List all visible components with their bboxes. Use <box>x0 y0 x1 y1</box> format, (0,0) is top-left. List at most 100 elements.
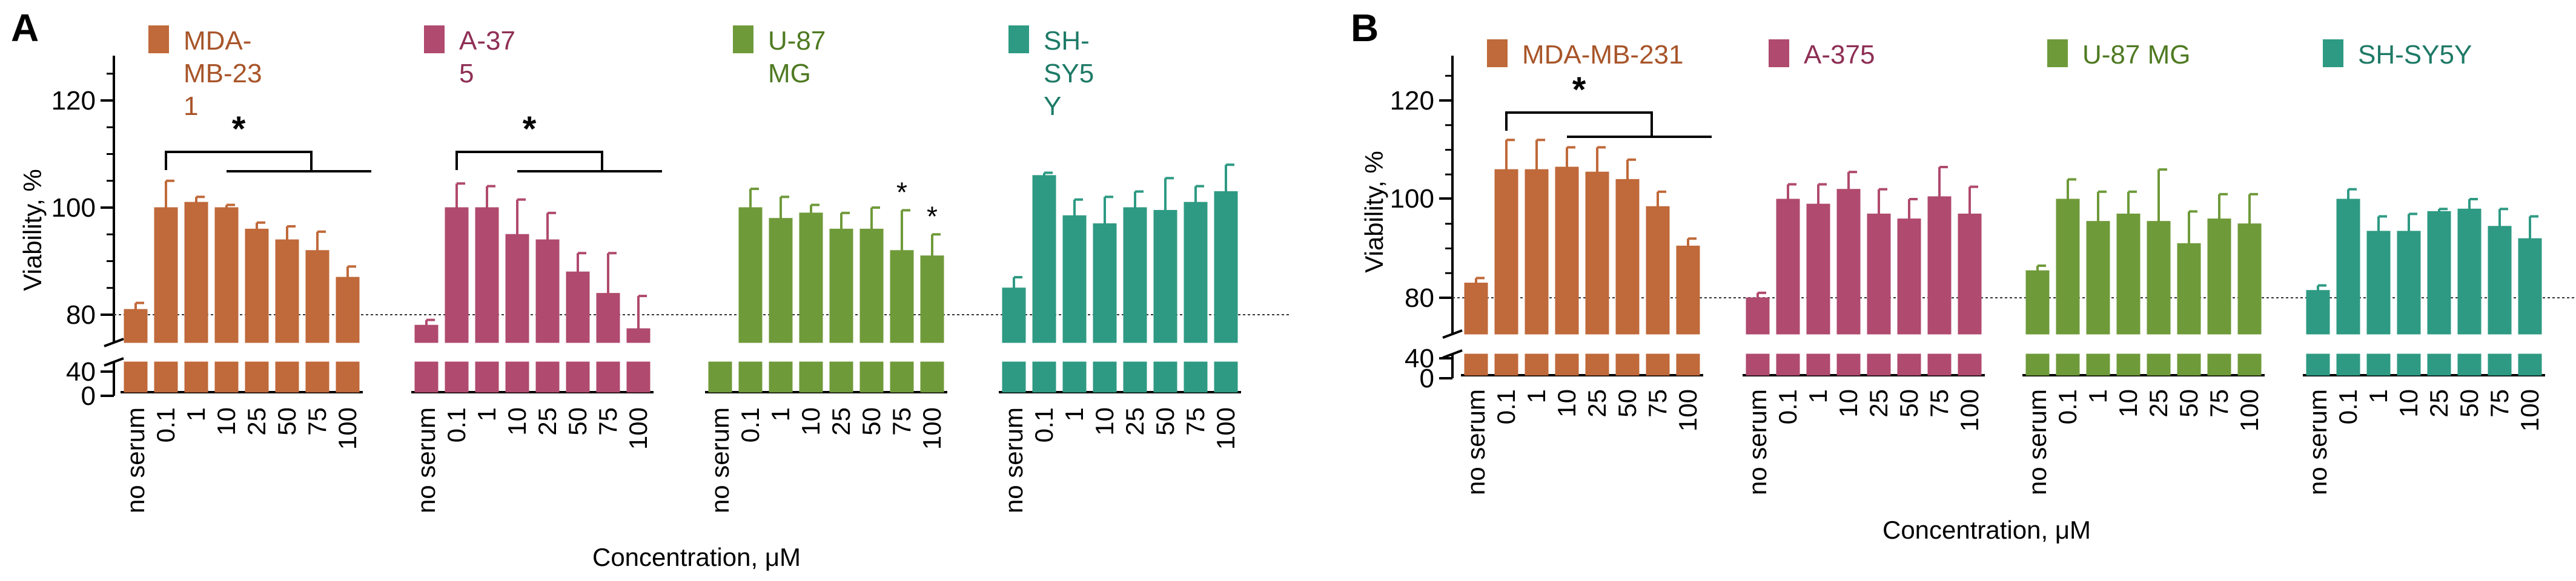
bar <box>1806 203 1830 335</box>
legend-label: A-375 <box>1804 40 1875 70</box>
x-tick-label: 25 <box>827 407 855 436</box>
legend-swatch <box>424 25 445 53</box>
bar-lower-segment <box>1676 353 1700 376</box>
bar <box>184 202 208 343</box>
bar <box>2397 231 2421 335</box>
y-axis-label: Viability, % <box>1360 151 1388 273</box>
bar-lower-segment <box>2336 353 2360 376</box>
bar <box>1746 297 1770 335</box>
bar <box>1153 209 1177 343</box>
bar <box>445 207 469 343</box>
bar <box>596 293 620 343</box>
x-tick-label: 100 <box>918 407 946 450</box>
x-tick-label: 25 <box>1121 407 1149 436</box>
y-axis-label: Viability, % <box>18 169 47 291</box>
bar <box>1032 175 1056 343</box>
bar-lower-segment <box>2116 353 2141 376</box>
x-tick-label: 50 <box>1151 407 1179 436</box>
bar <box>2207 218 2231 335</box>
x-tick-label: 50 <box>273 407 301 436</box>
bar <box>1897 218 1921 335</box>
bar-lower-segment <box>124 361 148 393</box>
x-tick-label: 75 <box>2205 389 2233 418</box>
legend-label: MDA- <box>184 26 251 56</box>
bar-lower-segment <box>2366 353 2391 376</box>
series-a-375: no serum 0.1 1 10 25 50 75 100 A-37 5 <box>412 25 652 513</box>
bar-lower-segment <box>1776 353 1800 376</box>
x-tick-label: 50 <box>1895 389 1923 418</box>
bar <box>2336 199 2360 335</box>
bar-lower-segment <box>2177 353 2201 376</box>
bar <box>275 239 299 343</box>
y-tick-label: 40 <box>1405 344 1434 373</box>
y-tick-label: 0 <box>1420 364 1434 393</box>
bar <box>1615 179 1640 335</box>
bar-lower-segment <box>1153 361 1177 393</box>
legend-label: 5 <box>459 59 474 88</box>
bar <box>154 207 178 343</box>
x-tick-label: 25 <box>1864 389 1893 418</box>
x-tick-label: 75 <box>1181 407 1210 436</box>
significance-star: * <box>927 200 938 232</box>
y-axis-break-mark <box>1442 349 1463 359</box>
series-u-87-mg: no serum 0.1 1 10 25 50 75 100 U-87 MG <box>706 25 946 513</box>
legend-swatch <box>2323 39 2343 67</box>
x-tick-label: 0.1 <box>442 407 471 442</box>
bar <box>2116 213 2141 335</box>
legend-label: A-37 <box>459 26 515 56</box>
bar-lower-segment <box>1062 361 1087 393</box>
legend-label: U-87 MG <box>2082 40 2190 70</box>
bar-lower-segment <box>184 361 208 393</box>
bar <box>535 239 560 343</box>
y-tick-label: 80 <box>1405 283 1434 313</box>
bar <box>2237 223 2262 335</box>
bar-lower-segment <box>799 361 823 393</box>
bar-lower-segment <box>1032 361 1056 393</box>
x-tick-label: 100 <box>1674 389 1702 432</box>
bar-lower-segment <box>1002 361 1026 393</box>
legend-label: SH- <box>1044 26 1090 56</box>
bar-lower-segment <box>535 361 560 393</box>
legend-label: MB-23 <box>184 59 262 88</box>
x-tick-label: 0.1 <box>1492 389 1520 424</box>
bar-lower-segment <box>275 361 299 393</box>
y-tick-label: 120 <box>51 86 96 116</box>
bar <box>890 250 914 343</box>
bar-lower-segment <box>505 361 529 393</box>
legend-label: SH-SY5Y <box>2358 40 2472 70</box>
bar-lower-segment <box>1093 361 1117 393</box>
bar <box>2457 208 2482 335</box>
bar-lower-segment <box>1836 353 1861 376</box>
bar <box>769 218 793 343</box>
bar-lower-segment <box>2025 353 2050 376</box>
x-tick-label: 100 <box>2515 389 2544 432</box>
panel-letter-a: A <box>11 6 39 50</box>
x-tick-label: no serum <box>999 407 1028 513</box>
x-tick-label: no serum <box>412 407 440 513</box>
bar <box>305 250 329 343</box>
x-tick-label: 1 <box>766 407 795 421</box>
legend-swatch <box>2047 39 2068 67</box>
x-tick-label: 0.1 <box>1030 407 1058 442</box>
x-tick-label: 75 <box>594 407 622 436</box>
bar <box>2177 243 2201 335</box>
bar-lower-segment <box>2427 353 2451 376</box>
bar <box>799 212 823 343</box>
bar <box>2147 221 2171 335</box>
bar-lower-segment <box>626 361 651 393</box>
bar-lower-segment <box>245 361 269 393</box>
bar <box>1464 283 1488 335</box>
bar-lower-segment <box>2518 353 2542 376</box>
y-axis-break-mark <box>104 357 124 367</box>
bar <box>1123 207 1147 343</box>
x-tick-label: 75 <box>1925 389 1953 418</box>
legend-label: MDA-MB-231 <box>1522 40 1684 70</box>
y-tick-label: 0 <box>81 381 96 411</box>
series-sh-sy5y: no serum 0.1 1 10 25 50 75 100 SH- SY5 Y <box>999 25 1240 513</box>
x-tick-label: 100 <box>333 407 362 450</box>
x-tick-label: 100 <box>624 407 652 450</box>
bar-lower-segment <box>1494 353 1518 376</box>
